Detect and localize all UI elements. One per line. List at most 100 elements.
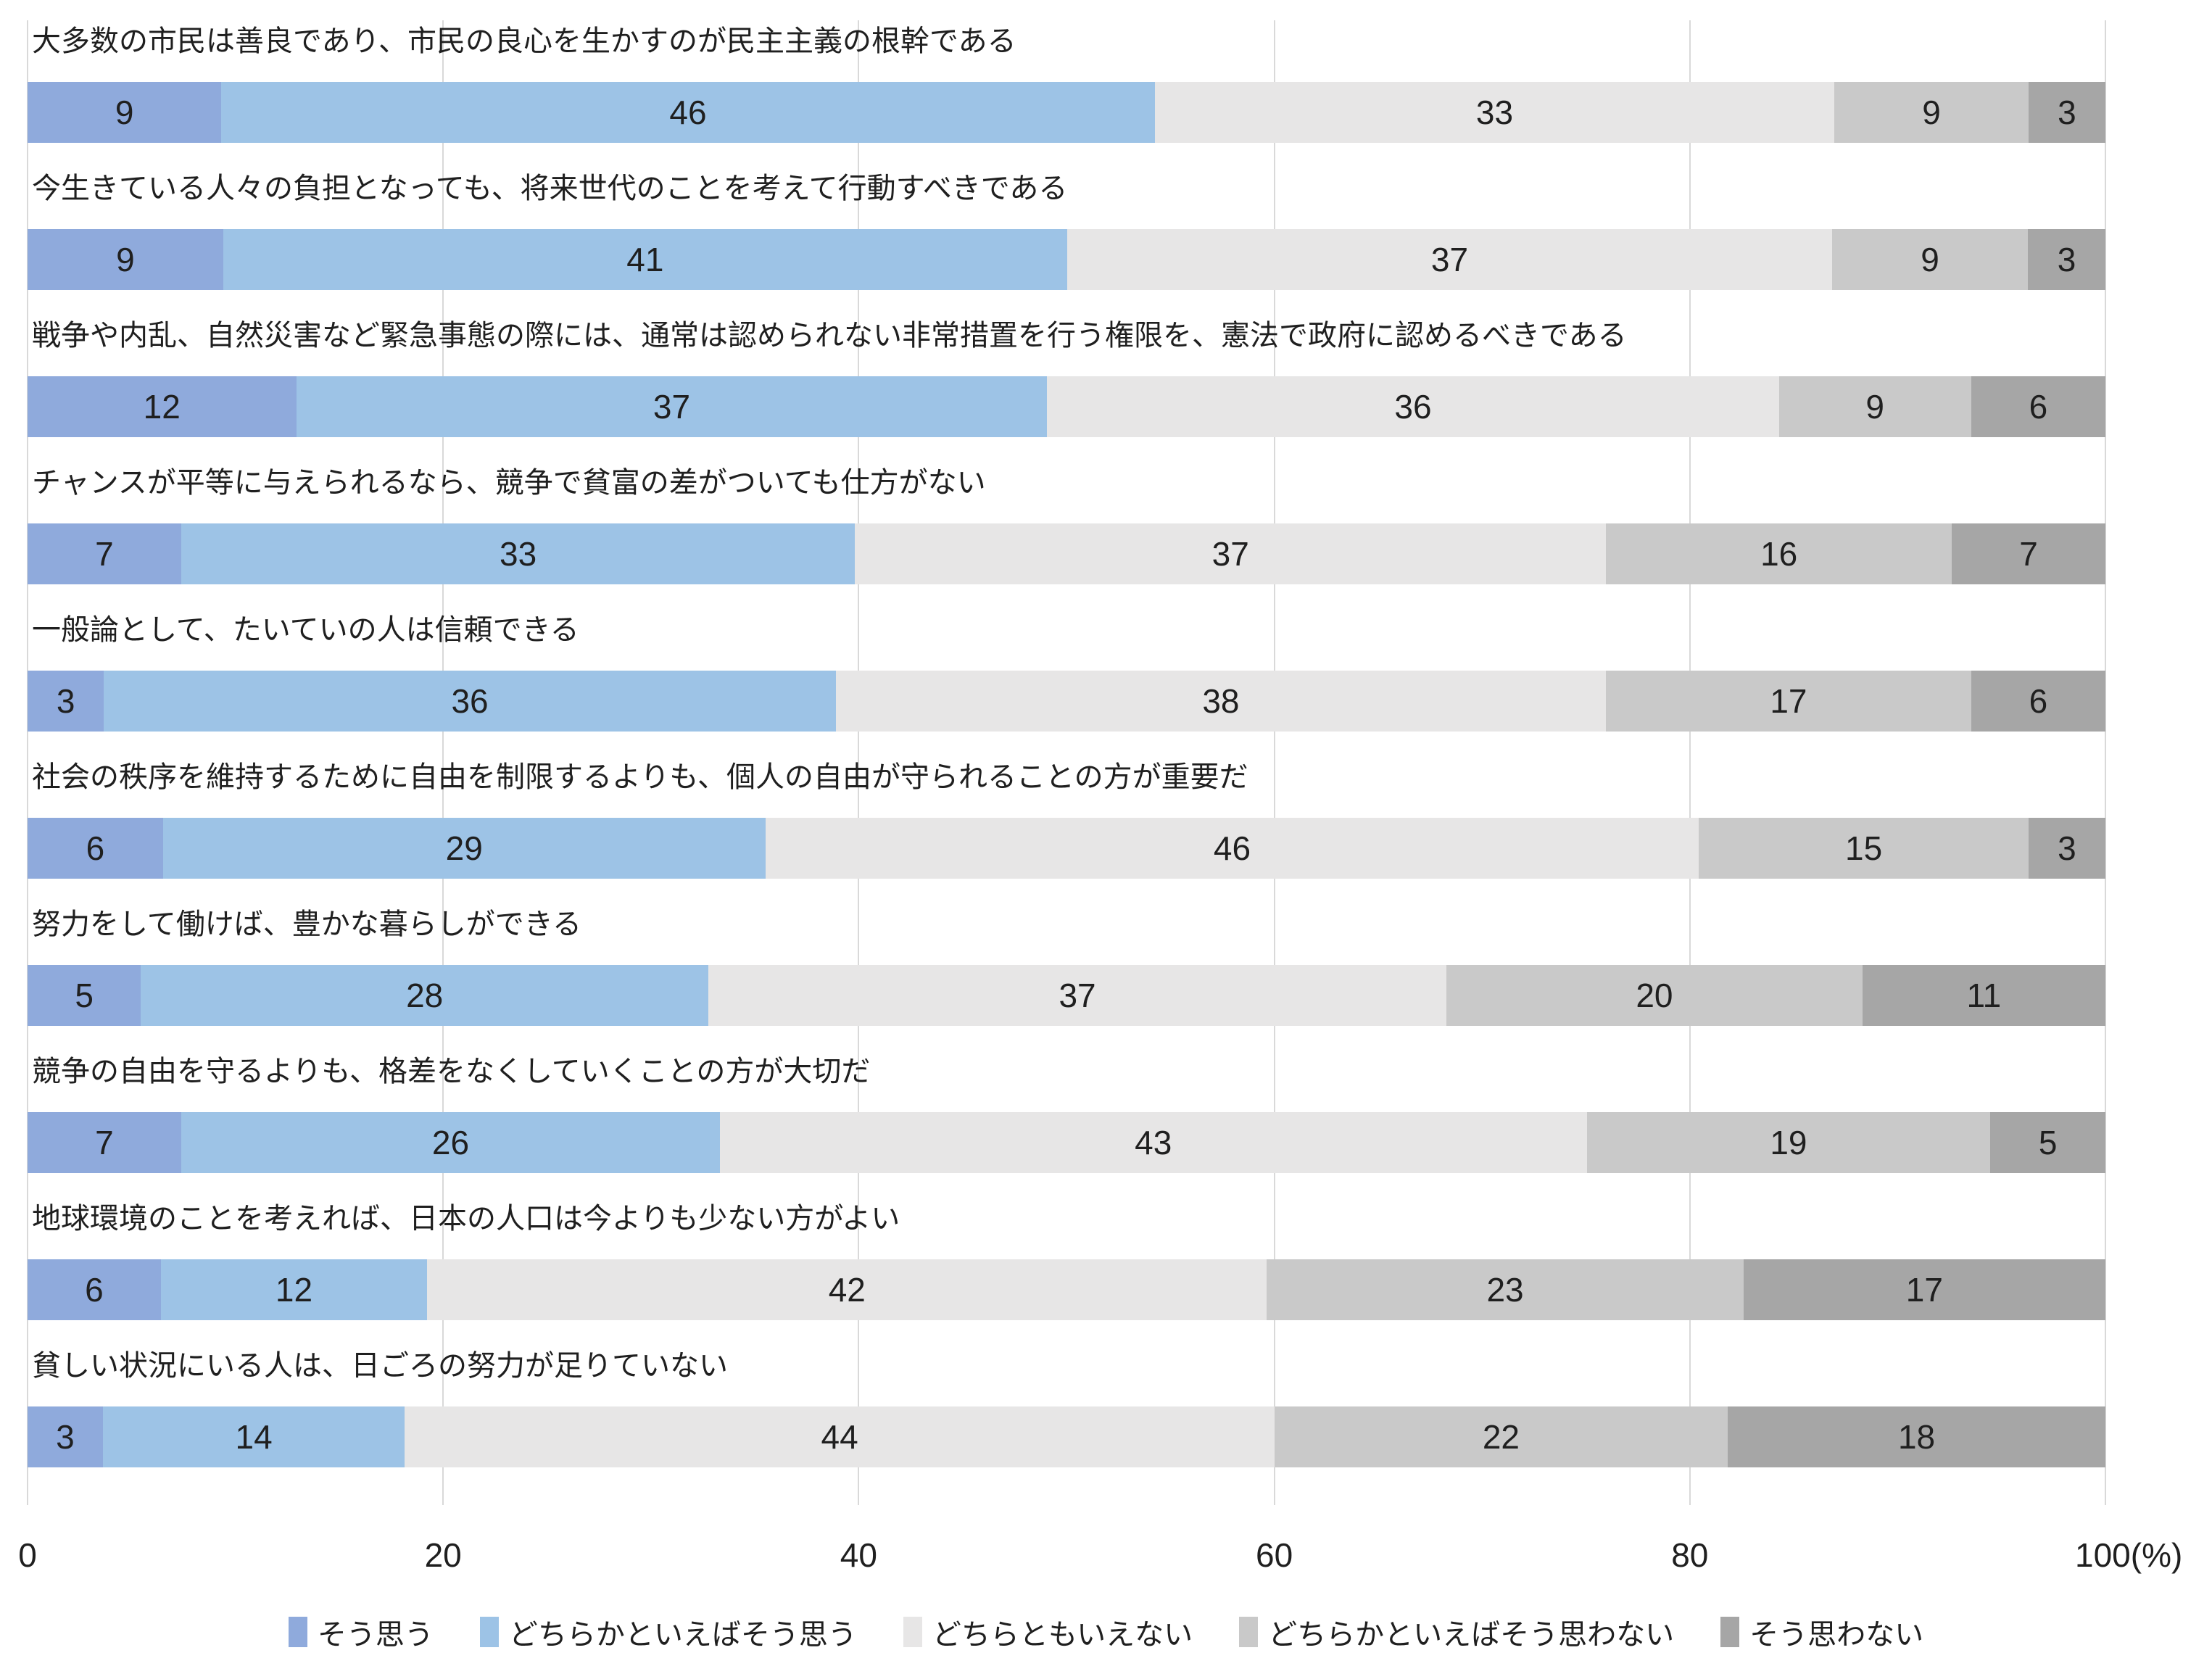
- stacked-bar: 7 33 37 16 7: [28, 523, 2106, 584]
- segment-value-label: 7: [2019, 535, 2038, 573]
- legend: そう思う どちらかといえばそう思う どちらともいえない どちらかといえばそう思わ…: [0, 1611, 2212, 1653]
- legend-label: そう思う: [317, 1619, 434, 1651]
- segment-value-label: 7: [95, 1124, 114, 1161]
- legend-color-marker: [288, 1617, 307, 1647]
- stacked-bar: 12 37 36 9 6: [28, 376, 2105, 437]
- segment-value-label: 9: [116, 241, 135, 278]
- bar-segment: 5: [1990, 1112, 2105, 1173]
- legend-item: そう思う: [288, 1611, 434, 1653]
- bar-segment: 17: [1606, 671, 1971, 732]
- question-label: 貧しい状況にいる人は、日ごろの努力が足りていない: [32, 1350, 728, 1382]
- segment-value-label: 41: [626, 241, 664, 278]
- segment-value-label: 22: [1482, 1418, 1520, 1456]
- x-axis: 0 20 40 60 80 100(%): [18, 1536, 2182, 1586]
- bar-segment: 6: [1971, 376, 2105, 437]
- bar-segment: 14: [102, 1406, 405, 1467]
- bar-segment: 12: [28, 376, 297, 437]
- chart-row: 一般論として、たいていの人は信頼できる 3 36 38 17 6: [28, 607, 2105, 754]
- question-label: 努力をして働けば、豊かな暮らしができる: [32, 908, 581, 940]
- segment-value-label: 36: [1394, 388, 1432, 426]
- legend-color-marker: [903, 1617, 922, 1647]
- segment-value-label: 37: [653, 388, 691, 426]
- segment-value-label: 3: [2058, 94, 2076, 131]
- bar-segment: 44: [405, 1406, 1275, 1467]
- segment-value-label: 18: [1897, 1418, 1936, 1456]
- bar-segment: 9: [1834, 82, 2029, 143]
- bar-segment: 9: [1778, 376, 1971, 437]
- bar-segment: 43: [720, 1112, 1587, 1173]
- bar-segment: 22: [1274, 1406, 1728, 1467]
- stacked-bar: 9 41 37 9 3: [28, 229, 2106, 290]
- bar-segment: 42: [427, 1259, 1267, 1320]
- bar-segment: 19: [1586, 1112, 1991, 1173]
- legend-color-marker: [1239, 1617, 1259, 1647]
- stacked-bar: 6 12 42 23 17: [28, 1259, 2105, 1320]
- segment-value-label: 15: [1844, 829, 1883, 867]
- gridline: [1273, 20, 1275, 1505]
- bar-segment: 38: [835, 671, 1607, 732]
- segment-value-label: 6: [2029, 682, 2048, 720]
- segment-value-label: 11: [1966, 977, 2002, 1014]
- question-label: チャンスが平等に与えられるなら、競争で貧富の差がついても仕方がない: [32, 467, 986, 499]
- segment-value-label: 7: [95, 535, 114, 573]
- bar-segment: 7: [1952, 523, 2106, 584]
- bar-segment: 37: [296, 376, 1048, 437]
- x-axis-tick-label: 40: [840, 1536, 877, 1574]
- segment-value-label: 33: [500, 535, 537, 573]
- chart-row: 社会の秩序を維持するために自由を制限するよりも、個人の自由が守られることの方が重…: [28, 754, 2106, 901]
- bar-segment: 33: [181, 523, 856, 584]
- question-label: 競争の自由を守るよりも、格差をなくしていくことの方が大切だ: [32, 1056, 871, 1087]
- bar-segment: 41: [223, 229, 1067, 290]
- legend-color-marker: [1720, 1617, 1740, 1647]
- bar-segment: 37: [708, 965, 1447, 1026]
- bar-segment: 3: [2028, 229, 2106, 290]
- bar-segment: 20: [1446, 965, 1863, 1026]
- segment-value-label: 37: [1059, 977, 1096, 1014]
- bar-segment: 3: [2028, 818, 2106, 879]
- x-axis-tick-label: 0: [18, 1536, 37, 1574]
- bar-segment: 36: [1047, 376, 1779, 437]
- stacked-bar: 6 29 46 15 3: [28, 818, 2106, 879]
- segment-value-label: 6: [85, 1271, 104, 1309]
- x-axis-tick-label: 100(%): [2075, 1536, 2183, 1574]
- gridline: [1689, 20, 1691, 1505]
- segment-value-label: 42: [828, 1271, 866, 1309]
- segment-value-label: 12: [143, 388, 181, 426]
- gridline: [27, 20, 28, 1505]
- bar-segment: 6: [1971, 671, 2105, 732]
- segment-value-label: 9: [115, 94, 134, 131]
- bar-segment: 9: [28, 82, 222, 143]
- question-label: 地球環境のことを考えれば、日本の人口は今よりも少ない方がよい: [32, 1203, 900, 1235]
- bar-segment: 37: [1066, 229, 1833, 290]
- gridlines: [27, 20, 2106, 1505]
- segment-value-label: 14: [235, 1418, 273, 1456]
- bar-segment: 11: [1862, 965, 2105, 1026]
- bar-segment: 17: [1743, 1259, 2105, 1320]
- x-axis-tick-label: 80: [1671, 1536, 1709, 1574]
- legend-label: どちらかといえばそう思う: [508, 1619, 857, 1651]
- stacked-bar: 7 26 43 19 5: [28, 1112, 2105, 1173]
- bar-segment: 37: [855, 523, 1607, 584]
- bar-segment: 3: [28, 671, 104, 732]
- stacked-bar: 3 14 44 22 18: [28, 1406, 2105, 1467]
- bar-segment: 15: [1699, 818, 2029, 879]
- chart-row: 大多数の市民は善良であり、市民の良心を生かすのが民主主義の根幹である 9 46 …: [28, 18, 2105, 165]
- question-label: 社会の秩序を維持するために自由を制限するよりも、個人の自由が守られることの方が重…: [32, 761, 1248, 793]
- x-axis-tick-label: 60: [1256, 1536, 1293, 1574]
- bar-segment: 18: [1728, 1406, 2105, 1467]
- chart-row: 戦争や内乱、自然災害など緊急事態の際には、通常は認められない非常措置を行う権限を…: [28, 312, 2105, 460]
- stacked-bar: 5 28 37 20 11: [28, 965, 2105, 1026]
- segment-value-label: 36: [451, 682, 489, 720]
- question-label: 大多数の市民は善良であり、市民の良心を生かすのが民主主義の根幹である: [32, 25, 1016, 57]
- segment-value-label: 5: [2038, 1124, 2058, 1161]
- legend-item: どちらともいえない: [903, 1611, 1193, 1653]
- legend-label: どちらかといえばそう思わない: [1268, 1619, 1675, 1651]
- segment-value-label: 23: [1486, 1271, 1524, 1309]
- segment-value-label: 46: [1213, 829, 1251, 867]
- segment-value-label: 44: [821, 1418, 858, 1456]
- question-label: 戦争や内乱、自然災害など緊急事態の際には、通常は認められない非常措置を行う権限を…: [32, 320, 1627, 352]
- chart-row: 努力をして働けば、豊かな暮らしができる 5 28 37 20 11: [28, 901, 2105, 1048]
- bar-segment: 6: [28, 1259, 161, 1320]
- stacked-bar: 9 46 33 9 3: [28, 82, 2105, 143]
- segment-value-label: 17: [1770, 682, 1807, 720]
